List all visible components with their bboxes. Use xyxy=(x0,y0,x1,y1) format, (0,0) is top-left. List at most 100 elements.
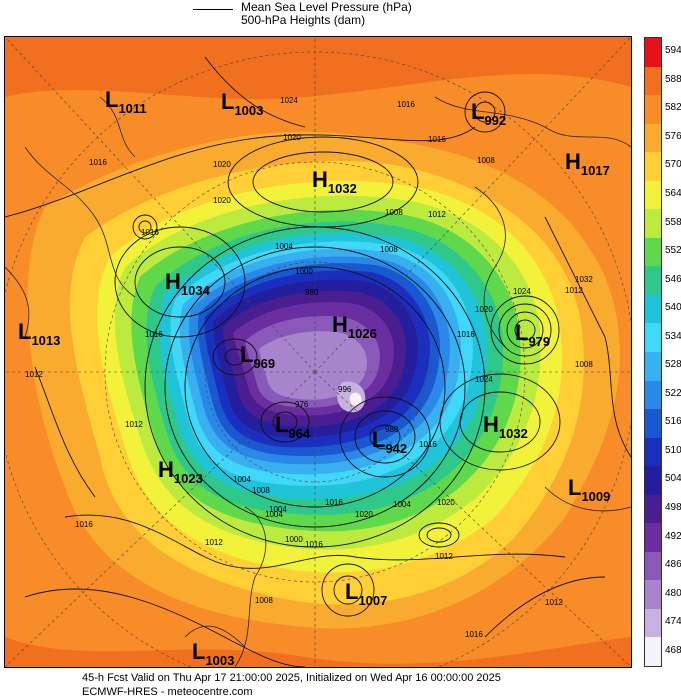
isobar-value-label: 1004 xyxy=(265,510,283,519)
low-pressure-label: L969 xyxy=(240,342,275,371)
colorbar-tick-label: 480 xyxy=(665,587,681,599)
isobar-value-label: 1008 xyxy=(575,360,593,369)
isobar-value-label: 1016 xyxy=(75,520,93,529)
colorbar-swatch xyxy=(645,637,661,667)
isobar-value-label: 1016 xyxy=(419,440,437,449)
map-legend: Mean Sea Level Pressure (hPa) 500-hPa He… xyxy=(0,0,681,34)
colorbar-swatch xyxy=(645,237,661,267)
colorbar-swatch xyxy=(645,580,661,610)
colorbar-tick-label: 528 xyxy=(665,359,681,371)
colorbar-tick-label: 576 xyxy=(665,130,681,142)
high-pressure-label: H1032 xyxy=(312,167,357,196)
colorbar-tick-label: 486 xyxy=(665,559,681,571)
colorbar-tick-label: 582 xyxy=(665,102,681,114)
colorbar-swatch xyxy=(645,409,661,439)
isobar-value-label: 1016 xyxy=(465,630,483,639)
high-pressure-label: H1023 xyxy=(158,457,203,486)
isobar-value-label: 996 xyxy=(338,385,352,394)
colorbar-tick-label: 504 xyxy=(665,473,681,485)
colorbar-swatch xyxy=(645,209,661,239)
isobar-value-label: 1016 xyxy=(397,100,415,109)
contour-labels: 1016 1024 1020 1020 1016 1016 1008 1016 1020 1008… xyxy=(25,96,593,639)
legend-pressure-label: Mean Sea Level Pressure (hPa) xyxy=(241,0,412,14)
isobar-value-label: 1012 xyxy=(435,552,453,561)
low-pressure-label: L1013 xyxy=(18,319,60,348)
colorbar-swatch xyxy=(645,494,661,524)
low-pressure-label: L964 xyxy=(275,412,311,441)
isobar-value-label: 1016 xyxy=(428,135,446,144)
colorbar-swatch xyxy=(645,352,661,382)
low-pressure-label: L1007 xyxy=(345,579,387,608)
low-pressure-label: L1009 xyxy=(568,475,610,504)
isobar-value-label: 1020 xyxy=(437,498,455,507)
isobar-value-label: 1012 xyxy=(205,538,223,547)
isobar-value-label: 1008 xyxy=(255,596,273,605)
isobar-value-label: 1020 xyxy=(355,510,373,519)
map-canvas: 1016 1024 1020 1020 1016 1016 1008 1016 1020 1008… xyxy=(5,37,631,667)
colorbar-tick-label: 474 xyxy=(665,616,681,628)
isobar-value-label: 1032 xyxy=(575,275,593,284)
low-pressure-label: L979 xyxy=(515,320,550,349)
forecast-valid-text: 45-h Fcst Valid on Thu Apr 17 21:00:00 2… xyxy=(82,672,501,684)
colorbar-swatch xyxy=(645,551,661,581)
isobar-value-label: 1004 xyxy=(275,242,293,251)
colorbar-tick-label: 516 xyxy=(665,416,681,428)
isobars xyxy=(5,56,631,667)
colorbar-tick-label: 552 xyxy=(665,245,681,257)
colorbar-swatch xyxy=(645,38,661,68)
isobar-value-label: 1016 xyxy=(325,498,343,507)
colorbar-swatch xyxy=(645,380,661,410)
colorbar-swatch xyxy=(645,323,661,353)
isobar-value-label: 1016 xyxy=(305,540,323,549)
colorbar-swatch xyxy=(645,123,661,153)
colorbar-tick-label: 594 xyxy=(665,45,681,57)
isobar-value-label: 976 xyxy=(295,400,309,409)
colorbar-tick-label: 522 xyxy=(665,387,681,399)
low-pressure-label: L1003 xyxy=(192,639,234,667)
colorbar-swatch xyxy=(645,294,661,324)
height-colorbar xyxy=(644,37,662,667)
colorbar-swatch xyxy=(645,523,661,553)
isobar-value-label: 1008 xyxy=(385,208,403,217)
isobar-value-label: 1012 xyxy=(25,370,43,379)
isobar-value-label: 980 xyxy=(305,288,319,297)
colorbar-swatch xyxy=(645,466,661,496)
colorbar-tick-label: 588 xyxy=(665,73,681,85)
isobar-value-label: 1008 xyxy=(477,156,495,165)
high-pressure-label: H1034 xyxy=(165,269,211,298)
isobar-value-label: 1016 xyxy=(145,330,163,339)
isobar-value-label: 1000 xyxy=(295,267,313,276)
isobar-value-label: 1024 xyxy=(513,287,531,296)
colorbar-tick-label: 546 xyxy=(665,273,681,285)
isobar-value-label: 1024 xyxy=(280,96,298,105)
isobar-value-label: 1012 xyxy=(428,210,446,219)
height-band-468 xyxy=(349,392,362,406)
isobar-legend-line xyxy=(193,9,233,10)
isobar-value-label: 1000 xyxy=(285,535,303,544)
isobar-value-label: 1016 xyxy=(89,158,107,167)
height-band-480 xyxy=(259,331,367,400)
weather-map: 1016 1024 1020 1020 1016 1016 1008 1016 1020 1008… xyxy=(4,36,632,668)
isobar-value-label: 1008 xyxy=(252,486,270,495)
colorbar-tick-label: 564 xyxy=(665,188,681,199)
low-pressure-label: L942 xyxy=(372,427,407,456)
low-pressure-label: L1011 xyxy=(105,87,147,116)
isobar-value-label: 1016 xyxy=(141,228,159,237)
colorbar-tick-label: 498 xyxy=(665,502,681,513)
isobar-value-label: 1004 xyxy=(393,500,411,509)
colorbar-swatch xyxy=(645,180,661,210)
coastlines xyxy=(5,96,631,667)
colorbar-tick-label: 468 xyxy=(665,644,681,656)
colorbar-tick-label: 534 xyxy=(665,330,681,342)
colorbar-swatch xyxy=(645,266,661,296)
colorbar-swatch xyxy=(645,437,661,467)
isobar-value-label: 1020 xyxy=(213,196,231,205)
isobar-value-label: 1004 xyxy=(269,505,287,514)
colorbar-swatch xyxy=(645,66,661,96)
isobar-value-label: 1012 xyxy=(545,598,563,607)
high-pressure-label: H1026 xyxy=(332,312,377,341)
isobar-value-label: 1004 xyxy=(233,475,251,484)
colorbar-swatch xyxy=(645,95,661,125)
colorbar-tick-label: 510 xyxy=(665,444,681,456)
high-pressure-label: H1017 xyxy=(565,149,610,178)
